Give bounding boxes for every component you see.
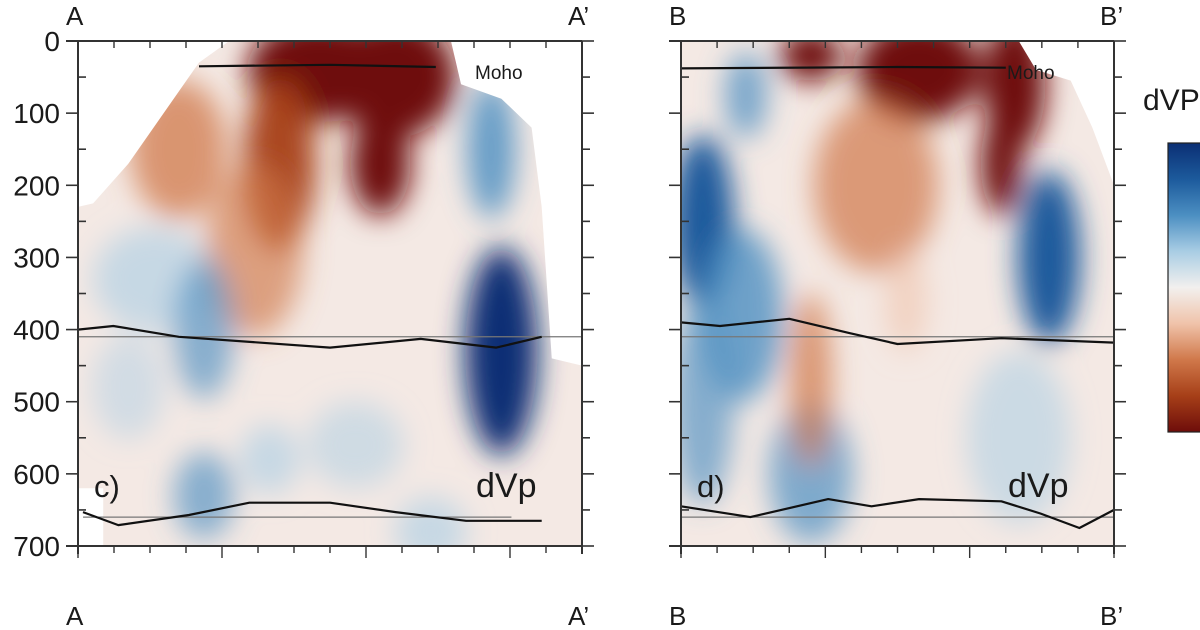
- slow-anomaly: [813, 98, 939, 272]
- fast-anomaly: [173, 260, 235, 399]
- fast-anomaly: [306, 401, 404, 489]
- moho-line: [198, 63, 436, 69]
- panel-label: c): [94, 469, 120, 504]
- slow-anomaly: [980, 111, 1023, 216]
- fast-anomaly: [92, 335, 165, 440]
- y-tick-label: 300: [13, 242, 60, 273]
- moho-label: Moho: [475, 63, 523, 84]
- fast-anomaly: [1017, 170, 1081, 344]
- y-tick-label: 600: [13, 459, 60, 490]
- colorbar: dVP: [1143, 84, 1200, 433]
- moho-label: Moho: [1007, 63, 1055, 84]
- moho-line: [680, 65, 1006, 70]
- slow-anomaly: [779, 41, 843, 82]
- panel-c: 0 100 200 300 400 500 600 700 A A’ A A’ Moho c) dVp: [13, 1, 594, 630]
- panel-d: B B’ B B’ Moho d) dVp: [669, 1, 1126, 630]
- velocity-field: [78, 41, 582, 546]
- profile-end-label-bottom: A’: [568, 601, 589, 630]
- profile-start-label-bottom: B: [669, 601, 686, 630]
- y-tick-label: 500: [13, 387, 60, 418]
- colorbar-label: dVP: [1143, 84, 1200, 117]
- field-label: dVp: [1008, 467, 1069, 505]
- slow-anomaly: [335, 41, 456, 138]
- y-tick-label: 400: [13, 315, 60, 346]
- y-tick-label: 200: [13, 170, 60, 201]
- fast-anomaly: [725, 51, 767, 139]
- colorbar-scale: [1167, 142, 1200, 433]
- fast-anomaly: [239, 424, 300, 495]
- d410-line: [680, 317, 1115, 346]
- fast-anomaly: [173, 452, 235, 539]
- profile-start-label-bottom: A: [66, 601, 84, 630]
- slow-anomaly: [856, 41, 982, 122]
- slow-anomaly: [350, 111, 411, 216]
- y-tick-label: 0: [44, 26, 60, 57]
- y-tick-label: 100: [13, 98, 60, 129]
- profile-end-label-bottom: B’: [1100, 601, 1123, 630]
- profile-end-label-top: A’: [568, 1, 589, 31]
- profile-start-label-top: B: [669, 1, 686, 31]
- profile-start-label-top: A: [66, 1, 84, 31]
- field-label: dVp: [476, 467, 537, 505]
- fast-anomaly: [465, 247, 538, 456]
- fast-anomaly: [681, 297, 734, 506]
- fast-anomaly: [467, 79, 516, 219]
- slow-anomaly: [885, 248, 927, 353]
- d410-line: [77, 324, 542, 349]
- velocity-field: [681, 41, 1114, 546]
- profile-end-label-top: B’: [1100, 1, 1123, 31]
- panel-label: d): [697, 469, 725, 504]
- d660-line: [680, 498, 1115, 530]
- d660-line: [82, 501, 542, 527]
- slow-anomaly: [206, 163, 303, 337]
- slow-anomaly: [130, 79, 228, 219]
- fast-anomaly: [966, 351, 1071, 525]
- fast-anomaly: [394, 496, 468, 546]
- y-tick-label: 700: [13, 531, 60, 562]
